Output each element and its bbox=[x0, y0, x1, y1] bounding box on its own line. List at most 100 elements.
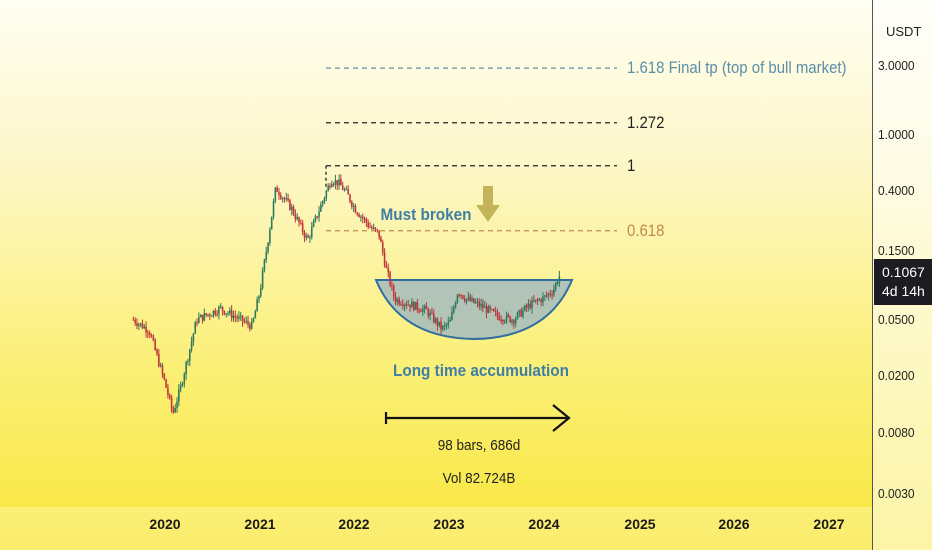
candle-body bbox=[540, 299, 542, 303]
fib-ratio: 1.272 bbox=[627, 112, 665, 132]
candle-body bbox=[137, 324, 140, 326]
candle-body bbox=[329, 185, 331, 188]
candle-body bbox=[163, 373, 166, 380]
candle-body bbox=[263, 259, 266, 271]
candle-body bbox=[247, 320, 249, 325]
candle-body bbox=[516, 312, 519, 319]
candle-body bbox=[261, 270, 264, 288]
currency-label[interactable]: USDT bbox=[886, 24, 922, 39]
x-tick-label: 2022 bbox=[338, 516, 370, 532]
candle-body bbox=[416, 302, 419, 310]
candle-body bbox=[538, 299, 541, 301]
candle-body bbox=[330, 184, 333, 188]
candle-body bbox=[427, 309, 430, 317]
candle-body bbox=[183, 374, 186, 384]
candle-body bbox=[522, 310, 524, 317]
y-tick-label: 0.0030 bbox=[878, 486, 915, 501]
candle-body bbox=[267, 242, 269, 252]
candle-body bbox=[520, 310, 522, 317]
candle-body bbox=[236, 317, 238, 319]
time-axis[interactable] bbox=[0, 507, 872, 550]
candle-body bbox=[502, 320, 504, 322]
y-tick-label: 0.0080 bbox=[878, 425, 915, 440]
candlestick-series bbox=[132, 174, 561, 414]
candle-body bbox=[409, 304, 411, 308]
candle-body bbox=[219, 306, 222, 308]
candle-body bbox=[309, 237, 311, 239]
candle-body bbox=[378, 230, 380, 238]
candle-body bbox=[381, 242, 384, 253]
candle-body bbox=[274, 187, 277, 202]
candle-body bbox=[491, 309, 493, 311]
price-plot[interactable] bbox=[0, 0, 872, 507]
candle-body bbox=[165, 379, 167, 388]
bar-countdown: 4d 14h bbox=[882, 283, 925, 299]
candle-body bbox=[438, 321, 441, 326]
candle-body bbox=[480, 303, 482, 307]
candle-body bbox=[190, 341, 193, 350]
candle-body bbox=[132, 319, 135, 321]
last-price: 0.1067 bbox=[882, 264, 925, 280]
accumulation-shape bbox=[374, 279, 574, 341]
candle-body bbox=[429, 312, 431, 317]
candle-body bbox=[523, 305, 526, 311]
candle-body bbox=[531, 300, 533, 309]
candle-body bbox=[159, 365, 162, 367]
candle-body bbox=[156, 350, 158, 355]
candle-body bbox=[525, 305, 528, 308]
candle-body bbox=[227, 313, 229, 315]
candle-body bbox=[553, 289, 555, 295]
candle-body bbox=[181, 383, 184, 385]
must-broken-annotation: Must broken bbox=[380, 205, 472, 224]
candle-body bbox=[170, 397, 173, 409]
fib-ratio: 1.618 bbox=[627, 58, 665, 78]
candle-body bbox=[503, 321, 506, 323]
candle-body bbox=[514, 318, 517, 324]
candle-body bbox=[363, 218, 366, 220]
candle-body bbox=[292, 206, 295, 215]
candle-body bbox=[298, 217, 300, 223]
candle-body bbox=[469, 297, 471, 301]
candle-body bbox=[422, 308, 424, 312]
candle-body bbox=[318, 211, 320, 218]
candle-body bbox=[245, 320, 248, 322]
candle-body bbox=[483, 306, 486, 309]
candle-body bbox=[320, 204, 322, 212]
candle-body bbox=[321, 201, 324, 205]
candle-body bbox=[476, 301, 479, 303]
candle-body bbox=[549, 293, 552, 295]
candle-body bbox=[196, 322, 198, 324]
candle-body bbox=[256, 299, 258, 312]
candle-body bbox=[505, 314, 508, 322]
candle-body bbox=[192, 333, 195, 342]
candle-body bbox=[489, 306, 491, 310]
candle-body bbox=[232, 315, 235, 318]
candle-body bbox=[447, 321, 450, 325]
candle-body bbox=[513, 320, 515, 324]
x-tick-label: 2025 bbox=[624, 516, 656, 532]
candle-body bbox=[542, 296, 544, 303]
candle-body bbox=[312, 221, 315, 228]
candle-body bbox=[471, 298, 473, 301]
candle-body bbox=[272, 201, 275, 217]
candle-body bbox=[518, 310, 521, 313]
fib-level-1-label: 1 bbox=[627, 156, 635, 175]
candle-body bbox=[354, 205, 357, 213]
fib-text: Final tp (top of bull market) bbox=[668, 58, 847, 78]
candle-body bbox=[134, 319, 136, 324]
candle-body bbox=[349, 194, 351, 202]
candle-body bbox=[269, 229, 271, 243]
candle-body bbox=[449, 320, 451, 322]
candle-body bbox=[294, 214, 297, 220]
candle-body bbox=[558, 276, 561, 283]
y-tick-label: 0.0500 bbox=[878, 312, 915, 327]
candle-body bbox=[340, 179, 342, 186]
candle-body bbox=[205, 313, 207, 316]
x-tick-label: 2021 bbox=[244, 516, 276, 532]
candle-body bbox=[454, 302, 457, 308]
candle-body bbox=[323, 197, 326, 202]
candle-body bbox=[243, 321, 246, 323]
candle-body bbox=[241, 315, 244, 322]
candle-body bbox=[554, 283, 557, 290]
